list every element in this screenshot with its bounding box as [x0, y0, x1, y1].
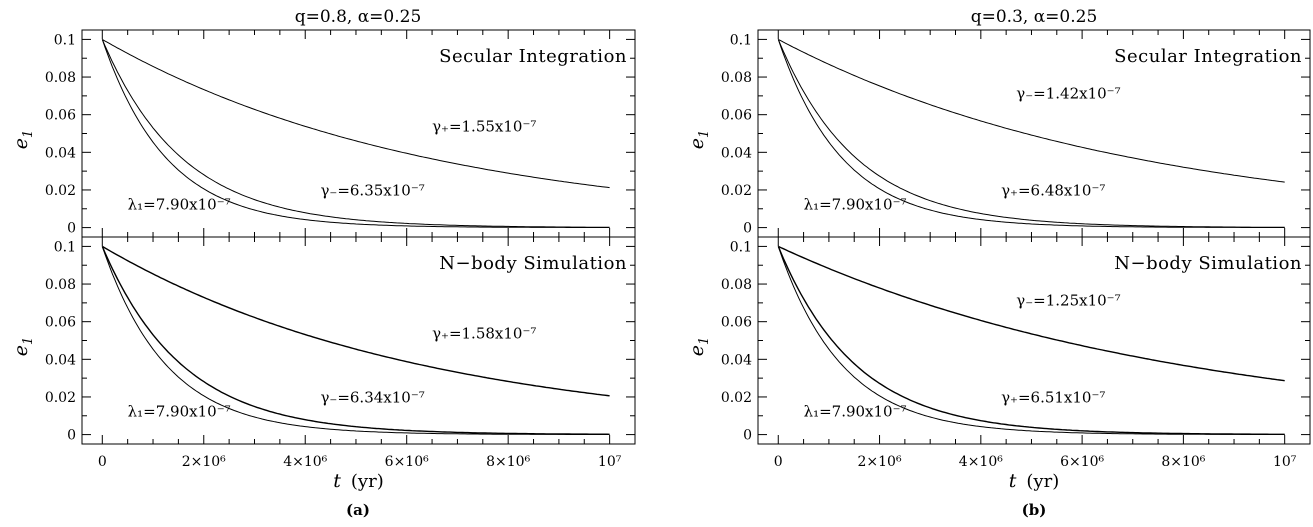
y-tick-label: 0.1 — [730, 32, 752, 48]
y-tick-label: 0.1 — [54, 32, 76, 48]
series-line — [101, 246, 610, 435]
panel-label: N−body Simulation — [439, 253, 627, 274]
y-tick-label: 0.04 — [45, 352, 76, 368]
x-tick-label: 2×10⁶ — [858, 454, 902, 470]
series-line — [777, 246, 1285, 435]
series-line — [777, 246, 1285, 435]
column-title: q=0.3, α=0.25 — [971, 7, 1098, 27]
series-label: λ₁=7.90x10⁻⁷ — [804, 403, 907, 421]
figure-caption: (a) — [346, 501, 370, 519]
x-tick-label: 4×10⁶ — [283, 454, 327, 470]
chart-column-1: q=0.3, α=0.25 0 0.02 0.04 0.06 0.08 0.1 e1 Secul… — [686, 7, 1311, 519]
panel-label: N−body Simulation — [1114, 253, 1302, 274]
series-label: λ₁=7.90x10⁻⁷ — [128, 196, 231, 214]
y-tick-label: 0.06 — [721, 108, 752, 124]
panel-0-0: 0 0.02 0.04 0.06 0.08 0.1 e1 Secular Integratio… — [10, 29, 636, 238]
y-tick-label: 0.06 — [45, 108, 76, 124]
y-axis-label: e1 — [10, 337, 36, 357]
series-line — [101, 39, 610, 228]
series-line — [777, 245, 1285, 382]
series-line — [777, 39, 1285, 228]
y-tick-label: 0 — [743, 221, 752, 237]
y-tick-label: 0 — [67, 428, 76, 444]
x-tick-label: 10⁷ — [1273, 454, 1297, 470]
y-tick-label: 0.06 — [45, 315, 76, 331]
x-axis-label: t (yr) — [333, 470, 383, 492]
series-label: γ₋=1.25x10⁻⁷ — [1016, 292, 1120, 310]
series-line — [777, 39, 1285, 228]
panel-label: Secular Integration — [439, 46, 627, 67]
x-tick-label: 8×10⁶ — [1161, 454, 1205, 470]
y-tick-label: 0.04 — [721, 352, 752, 368]
series-label: γ₋=6.35x10⁻⁷ — [320, 182, 424, 200]
series-line — [101, 245, 610, 397]
y-tick-label: 0.08 — [721, 277, 752, 293]
y-tick-label: 0.06 — [721, 315, 752, 331]
panel-1-0: 0 0.02 0.04 0.06 0.08 0.1 e1 Secular Integratio… — [686, 29, 1311, 238]
chart-column-0: q=0.8, α=0.25 0 0.02 0.04 0.06 0.08 0.1 e1 Secul… — [10, 7, 636, 519]
x-tick-label: 2×10⁶ — [182, 454, 226, 470]
panel-0-1: 0 0.02 0.04 0.06 0.08 0.1 0 2×10⁶ 4×10⁶ 6×10⁶ 8×10… — [10, 236, 636, 470]
y-axis-label: e1 — [10, 130, 36, 150]
x-tick-label: 6×10⁶ — [385, 454, 429, 470]
column-title: q=0.8, α=0.25 — [295, 7, 422, 27]
y-tick-label: 0.1 — [54, 239, 76, 255]
y-tick-label: 0.04 — [45, 145, 76, 161]
series-label: γ₋=6.34x10⁻⁷ — [320, 389, 424, 407]
y-axis-label: e1 — [686, 130, 712, 150]
x-tick-label: 0 — [774, 454, 783, 470]
series-label: γ₊=1.58x10⁻⁷ — [432, 325, 536, 343]
series-line — [101, 39, 610, 228]
series-label: λ₁=7.90x10⁻⁷ — [128, 403, 231, 421]
y-tick-label: 0.02 — [45, 390, 76, 406]
y-tick-label: 0 — [743, 428, 752, 444]
series-label: γ₊=1.55x10⁻⁷ — [432, 118, 536, 136]
x-tick-label: 10⁷ — [598, 454, 622, 470]
x-axis-label: t (yr) — [1009, 470, 1059, 492]
x-tick-label: 4×10⁶ — [959, 454, 1003, 470]
y-tick-label: 0.08 — [45, 70, 76, 86]
x-tick-label: 6×10⁶ — [1060, 454, 1104, 470]
figure-caption: (b) — [1022, 501, 1047, 519]
y-tick-label: 0.08 — [45, 277, 76, 293]
y-tick-label: 0.1 — [730, 239, 752, 255]
y-tick-label: 0.04 — [721, 145, 752, 161]
panel-1-1: 0 0.02 0.04 0.06 0.08 0.1 0 2×10⁶ 4×10⁶ 6×10⁶ 8×10… — [686, 236, 1311, 470]
x-tick-label: 0 — [98, 454, 107, 470]
series-line — [101, 246, 610, 435]
series-label: γ₊=6.51x10⁻⁷ — [1001, 389, 1105, 407]
series-label: γ₊=6.48x10⁻⁷ — [1001, 182, 1105, 200]
y-tick-label: 0.02 — [45, 183, 76, 199]
y-tick-label: 0.08 — [721, 70, 752, 86]
series-label: γ₋=1.42x10⁻⁷ — [1016, 85, 1120, 103]
series-line — [778, 38, 1285, 183]
y-axis-label: e1 — [686, 337, 712, 357]
series-label: λ₁=7.90x10⁻⁷ — [804, 196, 907, 214]
x-tick-label: 8×10⁶ — [486, 454, 530, 470]
y-tick-label: 0 — [67, 221, 76, 237]
series-line — [102, 38, 610, 189]
y-tick-label: 0.02 — [721, 183, 752, 199]
y-tick-label: 0.02 — [721, 390, 752, 406]
panel-label: Secular Integration — [1114, 46, 1302, 67]
